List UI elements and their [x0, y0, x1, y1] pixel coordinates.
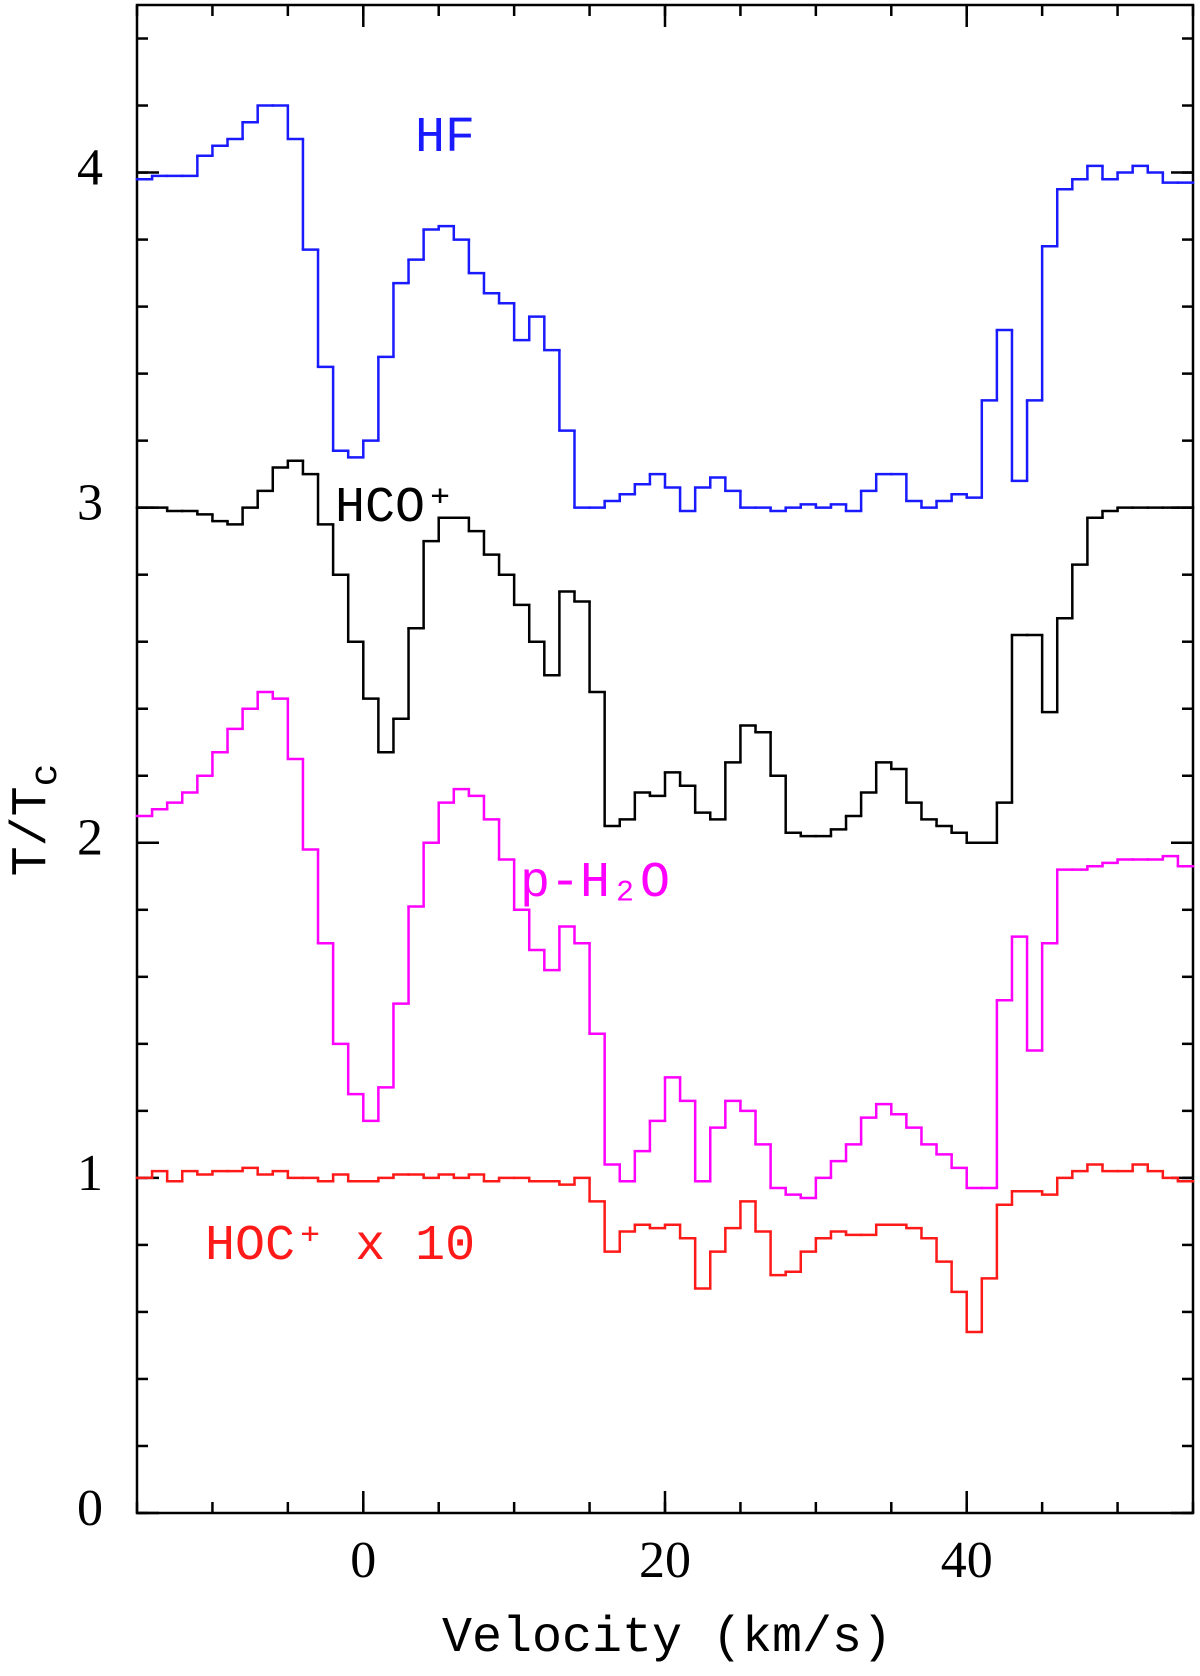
- y-axis-label: T/Tc: [4, 764, 68, 877]
- x-axis-label: Velocity (km/s): [442, 1610, 892, 1667]
- x-tick-label: 40: [941, 1532, 993, 1589]
- y-tick-label: 1: [77, 1145, 103, 1202]
- y-tick-label: 0: [77, 1480, 103, 1537]
- x-tick-label: 20: [639, 1532, 691, 1589]
- y-tick-label: 3: [77, 475, 103, 532]
- y-label-main: T/T: [4, 786, 61, 876]
- y-label-sub: c: [25, 764, 68, 787]
- y-tick-label: 4: [77, 139, 103, 196]
- series-label: HOC⁺ x 10: [205, 1218, 475, 1275]
- y-tick-label: 2: [77, 810, 103, 867]
- plot-frame: [135, 3, 1195, 1515]
- series-label: p-H₂O: [520, 855, 670, 912]
- series-label: HF: [415, 110, 475, 167]
- x-tick-label: 0: [350, 1532, 376, 1589]
- series-label: HCO⁺: [335, 480, 455, 537]
